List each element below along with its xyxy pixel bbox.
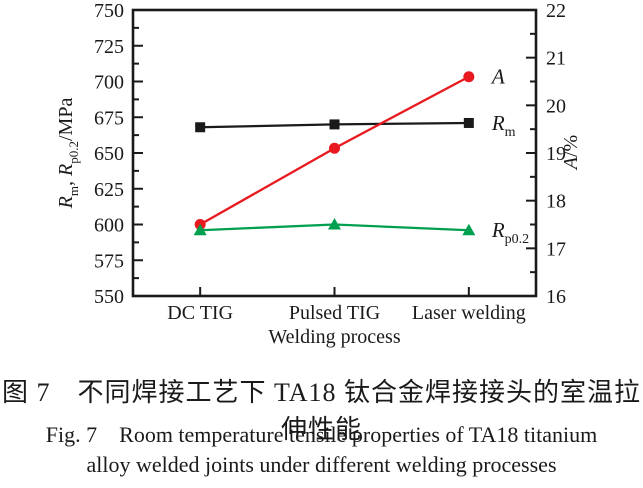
figure-caption-english-line2: alloy welded joints under different weld… — [86, 452, 557, 477]
y-left-tick-label: 675 — [94, 107, 124, 129]
series-label-Rm: Rm — [491, 111, 516, 140]
chart-svg: 550 575 600 625 650 675 700 725 750 16 17 18 19 20 21 2… — [55, 0, 582, 348]
marker-triangle-Rp0.2 — [193, 223, 207, 236]
y-left-tick-label: 725 — [94, 36, 124, 58]
series-label-A: A — [490, 65, 505, 89]
x-tick-label: Laser welding — [412, 302, 526, 324]
x-tick-label: Pulsed TIG — [289, 302, 380, 324]
marker-square-Rm — [329, 119, 340, 130]
y-left-axis-title: Rm, Rp0.2/MPa — [55, 98, 81, 210]
figure-caption-english-line1: Fig. 7 Room temperature tensile properti… — [45, 422, 598, 447]
y-left-tick-label: 650 — [94, 143, 124, 165]
marker-circle-A — [329, 142, 340, 154]
y-right-tick-label: 17 — [546, 238, 566, 260]
marker-triangle-Rp0.2 — [462, 223, 476, 236]
marker-triangle-Rp0.2 — [328, 218, 341, 230]
series-label-Rp0.2: Rp0.2 — [491, 218, 529, 247]
y-left-tick-label: 625 — [94, 179, 124, 201]
y-right-tick-label: 19 — [546, 143, 566, 165]
y-left-tick-label: 700 — [94, 72, 124, 94]
marker-square-Rm — [195, 122, 206, 133]
x-axis-title: Welding process — [268, 326, 400, 348]
figure-caption-chinese: 图 7 不同焊接工艺下 TA18 钛合金焊接接头的室温拉伸性能 — [1, 378, 642, 444]
y-right-tick-label: 18 — [546, 191, 566, 213]
y-right-tick-label: 20 — [546, 95, 566, 117]
y-left-tick-label: 575 — [94, 250, 124, 272]
y-right-tick-label: 22 — [546, 0, 566, 22]
marker-circle-A — [463, 71, 475, 83]
marker-square-Rm — [463, 117, 474, 128]
x-tick-label: DC TIG — [167, 302, 233, 324]
y-left-tick-label: 550 — [94, 286, 124, 308]
y-left-tick-label: 600 — [94, 215, 124, 237]
y-right-tick-label: 21 — [546, 48, 566, 70]
y-right-axis-title: A/% — [560, 135, 582, 171]
y-left-tick-label: 750 — [94, 0, 124, 22]
y-right-tick-label: 16 — [546, 286, 566, 308]
